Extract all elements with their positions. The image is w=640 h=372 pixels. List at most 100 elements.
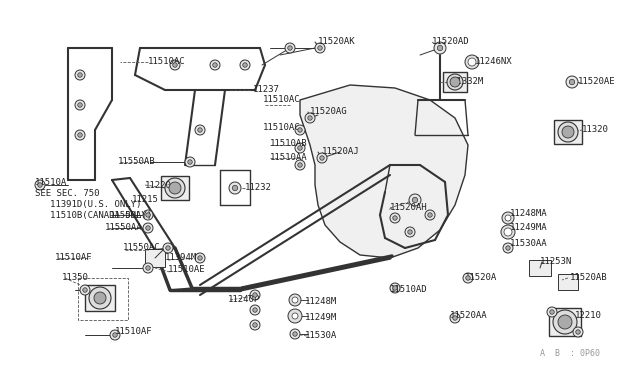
Circle shape — [83, 288, 87, 292]
Circle shape — [390, 283, 400, 293]
Circle shape — [298, 146, 302, 150]
Circle shape — [232, 185, 237, 191]
Circle shape — [295, 160, 305, 170]
Text: 11550AA: 11550AA — [105, 224, 143, 232]
Text: 11530A: 11530A — [305, 331, 337, 340]
Text: 11510AD: 11510AD — [390, 285, 428, 295]
Circle shape — [170, 60, 180, 70]
Circle shape — [450, 77, 460, 87]
Circle shape — [288, 46, 292, 50]
Circle shape — [298, 128, 302, 132]
Circle shape — [320, 156, 324, 160]
FancyBboxPatch shape — [85, 285, 115, 311]
Text: 11550AB: 11550AB — [118, 157, 156, 167]
Circle shape — [146, 226, 150, 230]
FancyBboxPatch shape — [549, 308, 581, 336]
Circle shape — [113, 333, 117, 337]
Circle shape — [75, 70, 85, 80]
Circle shape — [163, 243, 173, 253]
Circle shape — [75, 130, 85, 140]
Text: 11510AA: 11510AA — [270, 154, 308, 163]
Text: 11237: 11237 — [253, 86, 280, 94]
Circle shape — [253, 293, 257, 297]
Circle shape — [558, 122, 578, 142]
Circle shape — [110, 330, 120, 340]
Circle shape — [185, 157, 195, 167]
Circle shape — [452, 316, 457, 320]
Circle shape — [38, 183, 42, 187]
Text: 11510AC: 11510AC — [263, 96, 301, 105]
Circle shape — [501, 225, 515, 239]
Text: 11394M: 11394M — [165, 253, 197, 263]
Circle shape — [447, 74, 463, 90]
Text: 11232: 11232 — [245, 183, 272, 192]
Circle shape — [290, 329, 300, 339]
Circle shape — [146, 213, 150, 217]
Circle shape — [77, 103, 83, 107]
Circle shape — [566, 76, 578, 88]
Text: 11248MA: 11248MA — [510, 209, 548, 218]
Text: 11520AK: 11520AK — [318, 38, 356, 46]
Text: 11520AA: 11520AA — [450, 311, 488, 321]
Circle shape — [80, 285, 90, 295]
Circle shape — [412, 197, 418, 203]
Circle shape — [468, 58, 476, 66]
Text: 11510AF: 11510AF — [115, 327, 152, 337]
Circle shape — [466, 276, 470, 280]
Circle shape — [504, 228, 512, 236]
FancyBboxPatch shape — [558, 274, 578, 290]
Circle shape — [390, 213, 400, 223]
Circle shape — [502, 212, 514, 224]
Text: 11332M: 11332M — [452, 77, 484, 87]
Text: 11520AH: 11520AH — [390, 203, 428, 212]
Circle shape — [253, 308, 257, 312]
Circle shape — [210, 60, 220, 70]
FancyBboxPatch shape — [145, 249, 165, 267]
Circle shape — [94, 292, 106, 304]
Circle shape — [292, 332, 297, 336]
Circle shape — [450, 313, 460, 323]
Circle shape — [573, 327, 583, 337]
Circle shape — [240, 60, 250, 70]
Text: 11215: 11215 — [132, 196, 159, 205]
Circle shape — [77, 133, 83, 137]
Circle shape — [434, 42, 446, 54]
Circle shape — [75, 100, 85, 110]
Circle shape — [165, 178, 185, 198]
Circle shape — [315, 43, 325, 53]
Circle shape — [308, 116, 312, 120]
Text: 11220: 11220 — [145, 180, 172, 189]
Circle shape — [405, 227, 415, 237]
Circle shape — [89, 287, 111, 309]
Text: 11520AJ: 11520AJ — [322, 148, 360, 157]
Circle shape — [547, 307, 557, 317]
Circle shape — [553, 310, 577, 334]
Circle shape — [437, 45, 443, 51]
Circle shape — [169, 182, 181, 194]
Circle shape — [295, 125, 305, 135]
Circle shape — [428, 213, 432, 217]
Text: 11510AE: 11510AE — [168, 266, 205, 275]
Text: 11510A
SEE SEC. 750: 11510A SEE SEC. 750 — [35, 178, 99, 198]
FancyBboxPatch shape — [443, 72, 467, 92]
Text: 11320: 11320 — [582, 125, 609, 135]
Circle shape — [143, 263, 153, 273]
Circle shape — [229, 182, 241, 194]
Circle shape — [250, 290, 260, 300]
Circle shape — [195, 125, 205, 135]
Text: 11520AB: 11520AB — [570, 273, 607, 282]
Text: 11550AC: 11550AC — [123, 244, 161, 253]
Circle shape — [463, 273, 473, 283]
Circle shape — [295, 143, 305, 153]
Circle shape — [558, 315, 572, 329]
Text: 11520A: 11520A — [465, 273, 497, 282]
Circle shape — [77, 73, 83, 77]
Text: 11510AF: 11510AF — [55, 253, 93, 263]
Text: 11530AA: 11530AA — [510, 240, 548, 248]
Circle shape — [195, 253, 205, 263]
Text: A  B  : 0P60: A B : 0P60 — [540, 349, 600, 358]
Circle shape — [425, 210, 435, 220]
Text: 11249M: 11249M — [305, 314, 337, 323]
Text: 11249MA: 11249MA — [510, 224, 548, 232]
Circle shape — [505, 215, 511, 221]
